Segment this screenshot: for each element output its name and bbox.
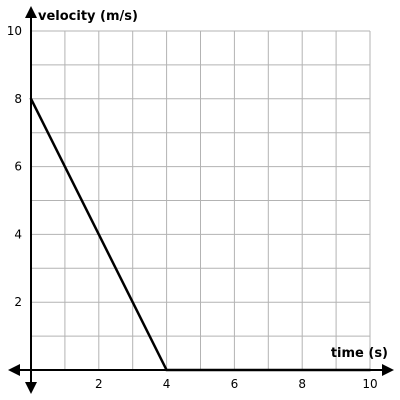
tick-labels: 2 4 6 8 10 2 4 6 8 10 bbox=[7, 24, 378, 391]
x-axis-arrow-right-icon bbox=[382, 364, 394, 376]
y-axis-arrow-up-icon bbox=[25, 6, 37, 18]
series-line-0 bbox=[29, 97, 372, 372]
y-tick-label: 2 bbox=[14, 295, 22, 309]
grid bbox=[31, 30, 371, 370]
x-tick-label: 2 bbox=[95, 377, 103, 391]
y-axis-arrow-down-icon bbox=[25, 382, 37, 394]
y-tick-label: 4 bbox=[14, 227, 22, 241]
x-axis-arrow-left-icon bbox=[8, 364, 20, 376]
y-tick-label: 8 bbox=[14, 92, 22, 106]
x-tick-label: 6 bbox=[231, 377, 239, 391]
series bbox=[29, 97, 372, 372]
x-tick-label: 4 bbox=[163, 377, 171, 391]
x-tick-label: 10 bbox=[362, 377, 377, 391]
y-tick-label: 10 bbox=[7, 24, 22, 38]
y-tick-label: 6 bbox=[14, 160, 22, 174]
x-tick-label: 8 bbox=[298, 377, 306, 391]
y-axis-label: velocity (m/s) bbox=[38, 9, 138, 24]
x-axis-label: time (s) bbox=[331, 346, 388, 361]
